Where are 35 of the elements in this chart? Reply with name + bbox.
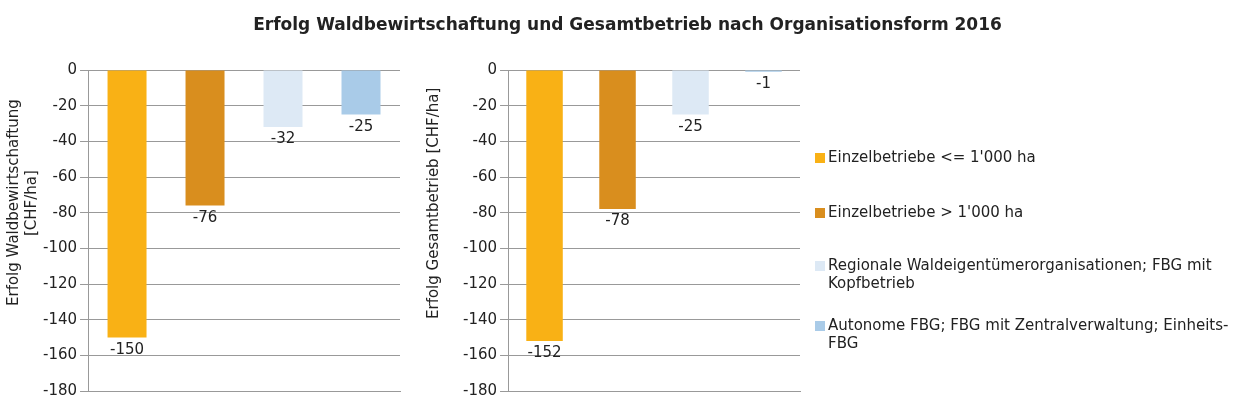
legend-label: Regionale Waldeigentümerorganisationen; FBG mit Kopfbetrieb	[828, 256, 1213, 292]
y-tick-label: -80	[52, 202, 78, 221]
data-label: -150	[110, 339, 145, 358]
legend-label: Einzelbetriebe > 1'000 ha	[828, 203, 1024, 221]
data-label: -76	[192, 207, 218, 226]
data-label: -78	[605, 211, 630, 230]
y-tick-label: -160	[43, 345, 78, 364]
y-tick-label: -20	[52, 95, 78, 114]
y-tick-label: -140	[43, 309, 78, 328]
legend-label: Einzelbetriebe <= 1'000 ha	[828, 148, 1036, 166]
y-tick-label: -140	[463, 309, 498, 328]
y-tick-label: -160	[463, 345, 498, 364]
y-tick-label: -180	[463, 380, 498, 399]
text: Erfolg Waldbewirtschaftung und Gesamtbetrieb nach Organisationsform 2016	[252, 14, 1003, 34]
y-tick-label: -40	[472, 131, 498, 150]
y-axis-title: Erfolg Gesamtbetrieb [CHF/ha]	[424, 86, 442, 321]
y-tick-label: 0	[67, 59, 78, 78]
y-tick-label: -80	[472, 202, 498, 221]
y-tick-label: -20	[472, 95, 498, 114]
y-tick-label: -120	[43, 273, 78, 292]
y-tick-label: -120	[463, 273, 498, 292]
y-tick-label: -60	[472, 166, 498, 185]
legend-label: Autonome FBG; FBG mit Zentralverwaltung; Einheits-FBG	[828, 316, 1230, 352]
data-label: -152	[527, 343, 562, 362]
data-label: -1	[756, 74, 771, 93]
y-tick-label: -60	[52, 166, 78, 185]
data-label: -32	[270, 129, 296, 148]
data-label: -25	[348, 116, 374, 135]
data-label: -25	[678, 116, 703, 135]
y-tick-label: -40	[52, 131, 78, 150]
y-tick-label: -100	[463, 238, 498, 257]
y-tick-label: -180	[43, 380, 78, 399]
y-axis-title: Erfolg Waldbewirtschaftung [CHF/ha]	[4, 98, 40, 309]
y-tick-label: 0	[487, 59, 498, 78]
y-tick-label: -100	[43, 238, 78, 257]
